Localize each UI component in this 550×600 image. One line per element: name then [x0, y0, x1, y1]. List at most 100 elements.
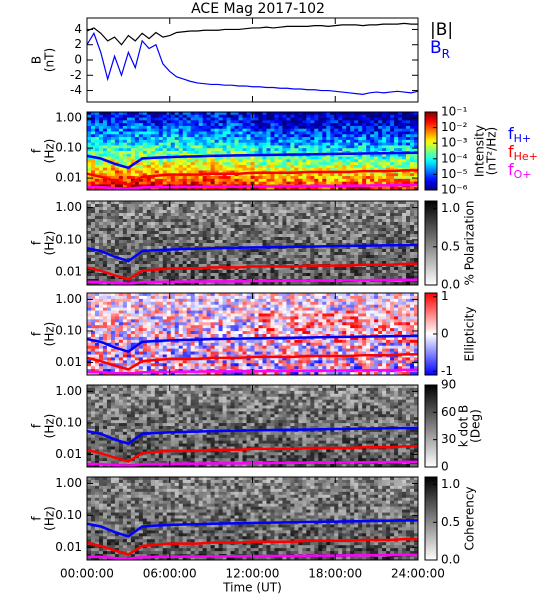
texture-cell [246, 187, 252, 190]
texture-cell [186, 114, 192, 119]
texture-cell [294, 234, 299, 238]
texture-cell [174, 151, 180, 155]
texture-cell [278, 151, 284, 155]
texture-cell [286, 162, 291, 166]
texture-cell [334, 167, 339, 172]
texture-cell [358, 293, 363, 297]
texture-cell [134, 162, 140, 166]
texture-cell [282, 261, 287, 265]
texture-cell [230, 167, 236, 172]
texture-cell [266, 213, 272, 217]
texture-cell [198, 207, 204, 211]
texture-cell [98, 173, 104, 177]
texture-cell [102, 255, 108, 259]
texture-cell [342, 204, 347, 208]
texture-cell [158, 222, 164, 226]
texture-cell [242, 137, 248, 141]
texture-cell [342, 120, 347, 124]
texture-cell [90, 162, 96, 166]
texture-cell [390, 258, 395, 262]
texture-cell [402, 204, 407, 208]
texture-cell [238, 178, 244, 183]
texture-cell [134, 279, 140, 283]
texture-cell [402, 264, 407, 268]
texture-cell [186, 159, 192, 163]
texture-cell [350, 142, 355, 147]
texture-cell [102, 279, 108, 283]
texture-cell [162, 139, 168, 144]
texture-cell [206, 128, 212, 133]
texture-cell [306, 176, 311, 180]
texture-cell [334, 219, 339, 223]
texture-cell [294, 243, 299, 247]
texture-cell [206, 178, 212, 183]
texture-cell [414, 237, 418, 241]
texture-cell [214, 216, 220, 220]
texture-cell [87, 134, 92, 138]
texture-cell [278, 219, 284, 223]
texture-cell [330, 228, 335, 232]
texture-cell [286, 210, 291, 214]
texture-cell [138, 207, 144, 211]
texture-cell [262, 219, 268, 223]
texture-cell [322, 187, 327, 190]
texture-cell [286, 151, 291, 155]
texture-cell [90, 159, 96, 163]
texture-cell [266, 255, 272, 259]
texture-cell [254, 210, 260, 214]
texture-cell [87, 114, 92, 119]
texture-cell [406, 117, 411, 121]
texture-cell [262, 249, 268, 253]
texture-cell [274, 249, 280, 253]
texture-cell [262, 137, 268, 141]
texture-cell [178, 207, 184, 211]
texture-cell [218, 114, 224, 119]
texture-cell [98, 114, 104, 119]
texture-cell [174, 207, 180, 211]
texture-cell [222, 123, 228, 127]
texture-cell [98, 243, 104, 247]
texture-cell [254, 145, 260, 149]
texture-cell [286, 261, 291, 265]
texture-cell [318, 181, 323, 186]
texture-cell [358, 210, 363, 214]
texture-cell [306, 125, 311, 130]
texture-cell [326, 252, 331, 256]
texture-cell [130, 293, 136, 297]
texture-cell [218, 128, 224, 133]
texture-cell [314, 159, 319, 163]
texture-cell [322, 273, 327, 277]
texture-cell [334, 258, 339, 262]
texture-cell [162, 255, 168, 259]
texture-cell [126, 228, 132, 232]
texture-cell [298, 137, 303, 141]
texture-cell [358, 207, 363, 211]
texture-cell [230, 162, 236, 166]
texture-cell [366, 201, 371, 205]
texture-cell [322, 252, 327, 256]
texture-cell [386, 219, 391, 223]
texture-cell [190, 219, 196, 223]
texture-cell [98, 228, 104, 232]
texture-cell [342, 237, 347, 241]
texture-cell [362, 228, 367, 232]
texture-cell [87, 204, 92, 208]
texture-cell [394, 273, 399, 277]
texture-cell [182, 123, 188, 127]
texture-cell [142, 114, 148, 119]
texture-cell [386, 131, 391, 135]
texture-cell [386, 156, 391, 160]
texture-cell [98, 145, 104, 149]
texture-cell [178, 145, 184, 149]
texture-cell [254, 123, 260, 127]
texture-cell [346, 114, 351, 119]
texture-cell [190, 264, 196, 268]
texture-cell [222, 142, 228, 147]
texture-cell [278, 167, 284, 172]
texture-cell [370, 120, 375, 124]
texture-cell [98, 219, 104, 223]
texture-cell [270, 114, 276, 119]
texture-cell [242, 273, 248, 277]
texture-cell [246, 243, 252, 247]
texture-cell [294, 167, 299, 172]
